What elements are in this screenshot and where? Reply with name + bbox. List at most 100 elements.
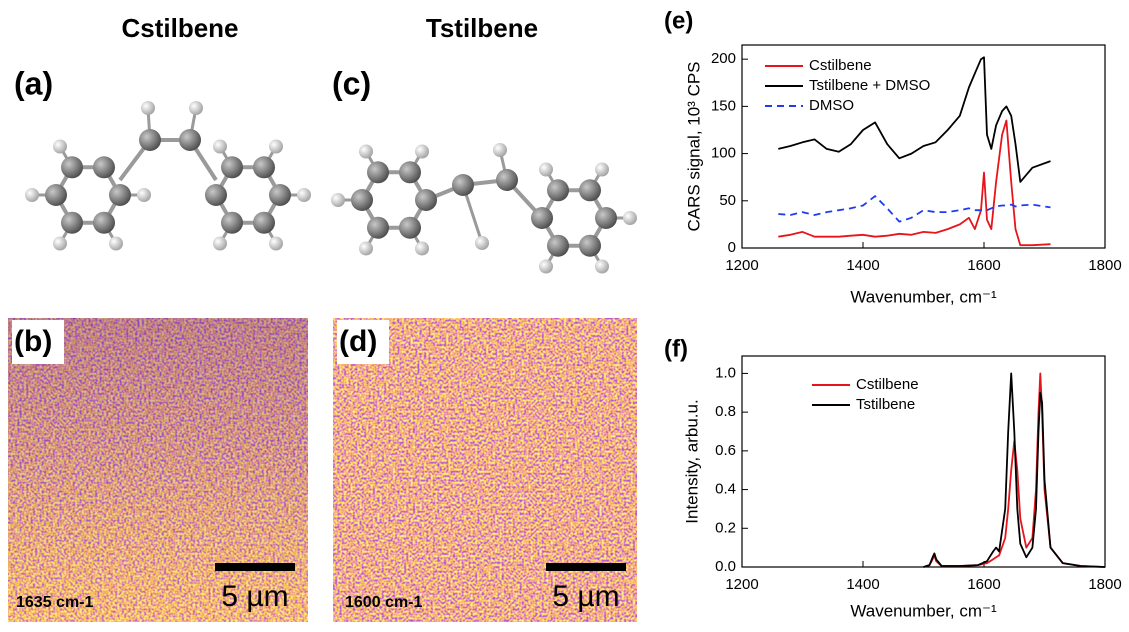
carbon <box>367 161 389 184</box>
carbon <box>269 184 291 206</box>
carbon <box>179 129 201 151</box>
cars-map <box>333 318 637 622</box>
carbon <box>61 156 83 179</box>
molecules <box>25 101 637 274</box>
legend-label: Cstilbene <box>856 376 919 393</box>
scale-label: 5 µm <box>221 580 288 613</box>
hydrogen <box>595 259 609 274</box>
y-tick-label: 0 <box>728 239 736 256</box>
carbon <box>496 169 518 191</box>
scale-bar <box>215 563 295 571</box>
label-background <box>337 320 389 364</box>
x-tick-label: 1600 <box>967 257 1000 274</box>
carbon <box>367 216 389 239</box>
carbon <box>61 211 83 234</box>
carbon <box>221 211 243 234</box>
series-line <box>923 372 1106 568</box>
hydrogen <box>25 188 39 202</box>
series-line <box>778 119 1051 247</box>
scale-label: 5 µm <box>552 580 619 613</box>
hydrogen <box>623 211 637 225</box>
carbon <box>253 211 275 234</box>
y-tick-label: 200 <box>711 50 736 67</box>
legend-label: DMSO <box>809 97 854 114</box>
y-tick-label: 0.2 <box>715 519 736 536</box>
hydrogen <box>539 162 553 177</box>
map-wavenumber: 1600 cm-1 <box>345 594 422 611</box>
y-tick-label: 150 <box>711 97 736 114</box>
carbon <box>452 174 474 196</box>
plot-frame <box>741 44 1106 249</box>
hydrogen <box>213 236 227 251</box>
y-tick-label: 100 <box>711 145 736 162</box>
hydrogen <box>269 236 283 251</box>
hydrogen <box>297 188 311 202</box>
y-tick-label: 1.0 <box>715 364 736 381</box>
hydrogen <box>359 241 373 256</box>
carbon <box>415 189 437 211</box>
hydrogen <box>53 139 67 154</box>
hydrogen <box>331 193 345 207</box>
carbon <box>93 156 115 179</box>
series-line <box>778 195 1051 223</box>
hydrogen <box>189 101 203 115</box>
carbon <box>547 179 569 202</box>
y-axis-label: CARS signal, 10³ CPS <box>684 61 703 231</box>
panel-label: (a) <box>14 65 53 101</box>
hydrogen <box>53 236 67 251</box>
series-line <box>923 372 1106 568</box>
carbon <box>109 184 131 206</box>
y-tick-label: 0.6 <box>715 442 736 459</box>
carbon <box>253 156 275 179</box>
x-tick-label: 1800 <box>1088 576 1121 593</box>
hydrogen <box>137 188 151 202</box>
hydrogen <box>475 236 489 250</box>
carbon <box>139 129 161 151</box>
carbon <box>579 179 601 202</box>
x-tick-label: 1600 <box>967 576 1000 593</box>
panel-label: (b) <box>14 325 52 358</box>
column-title: Tstilbene <box>426 13 538 43</box>
y-axis-label: Intensity, arbu.u. <box>682 399 701 523</box>
carbon <box>399 216 421 239</box>
hydrogen <box>493 143 507 157</box>
panel-label: (d) <box>339 325 377 358</box>
plot-frame <box>741 355 1106 568</box>
carbon <box>579 234 601 257</box>
legend-label: Cstilbene <box>809 57 872 74</box>
hydrogen <box>415 241 429 256</box>
hydrogen <box>109 236 123 251</box>
carbon <box>595 207 617 229</box>
carbon <box>547 234 569 257</box>
y-tick-label: 0.0 <box>715 558 736 575</box>
label-background <box>12 320 64 364</box>
x-axis-label: Wavenumber, cm⁻¹ <box>850 287 997 306</box>
panel-label: (f) <box>664 335 688 362</box>
carbon <box>221 156 243 179</box>
x-tick-label: 1200 <box>725 576 758 593</box>
panel-label: (c) <box>332 65 371 101</box>
hydrogen <box>539 259 553 274</box>
y-tick-label: 0.8 <box>715 403 736 420</box>
carbon <box>351 189 373 211</box>
hydrogen <box>269 139 283 154</box>
x-tick-label: 1200 <box>725 257 758 274</box>
scale-bar <box>546 563 626 571</box>
panel-label: (e) <box>664 7 693 34</box>
carbon <box>93 211 115 234</box>
legend-label: Tstilbene + DMSO <box>809 77 930 94</box>
hydrogen <box>595 162 609 177</box>
map-shading <box>8 318 308 622</box>
hydrogen <box>359 144 373 159</box>
carbon <box>399 161 421 184</box>
column-title: Cstilbene <box>121 13 238 43</box>
x-tick-label: 1400 <box>846 576 879 593</box>
carbon <box>45 184 67 206</box>
carbon <box>205 184 227 206</box>
legend-label: Tstilbene <box>856 396 915 413</box>
carbon <box>531 207 553 229</box>
x-axis-label: Wavenumber, cm⁻¹ <box>850 601 997 620</box>
y-tick-label: 0.4 <box>715 481 736 498</box>
